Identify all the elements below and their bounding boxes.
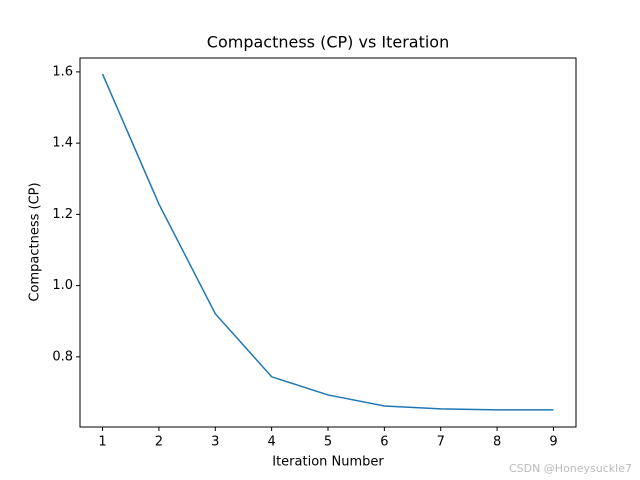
- x-tick-label: 6: [380, 435, 388, 450]
- x-tick-label: 9: [549, 435, 557, 450]
- chart-title: Compactness (CP) vs Iteration: [207, 33, 449, 52]
- x-tick-label: 7: [437, 435, 445, 450]
- y-tick-label: 1.6: [52, 64, 73, 79]
- x-tick-label: 2: [155, 435, 163, 450]
- watermark: CSDN @Honeysuckle7: [509, 462, 632, 475]
- line-series: [101, 73, 554, 411]
- x-tick-label: 3: [211, 435, 219, 450]
- y-axis-label: Compactness (CP): [28, 182, 43, 301]
- y-tick-label: 1.2: [52, 207, 73, 222]
- plot-frame: [79, 57, 577, 428]
- x-axis-label: Iteration Number: [272, 455, 384, 470]
- y-tick-label: 0.8: [52, 349, 73, 364]
- x-tick-label: 8: [493, 435, 501, 450]
- x-tick-label: 5: [324, 435, 332, 450]
- y-tick-label: 1.4: [52, 136, 73, 151]
- x-tick-label: 1: [98, 435, 106, 450]
- y-tick-label: 1.0: [52, 278, 73, 293]
- x-tick-label: 4: [267, 435, 275, 450]
